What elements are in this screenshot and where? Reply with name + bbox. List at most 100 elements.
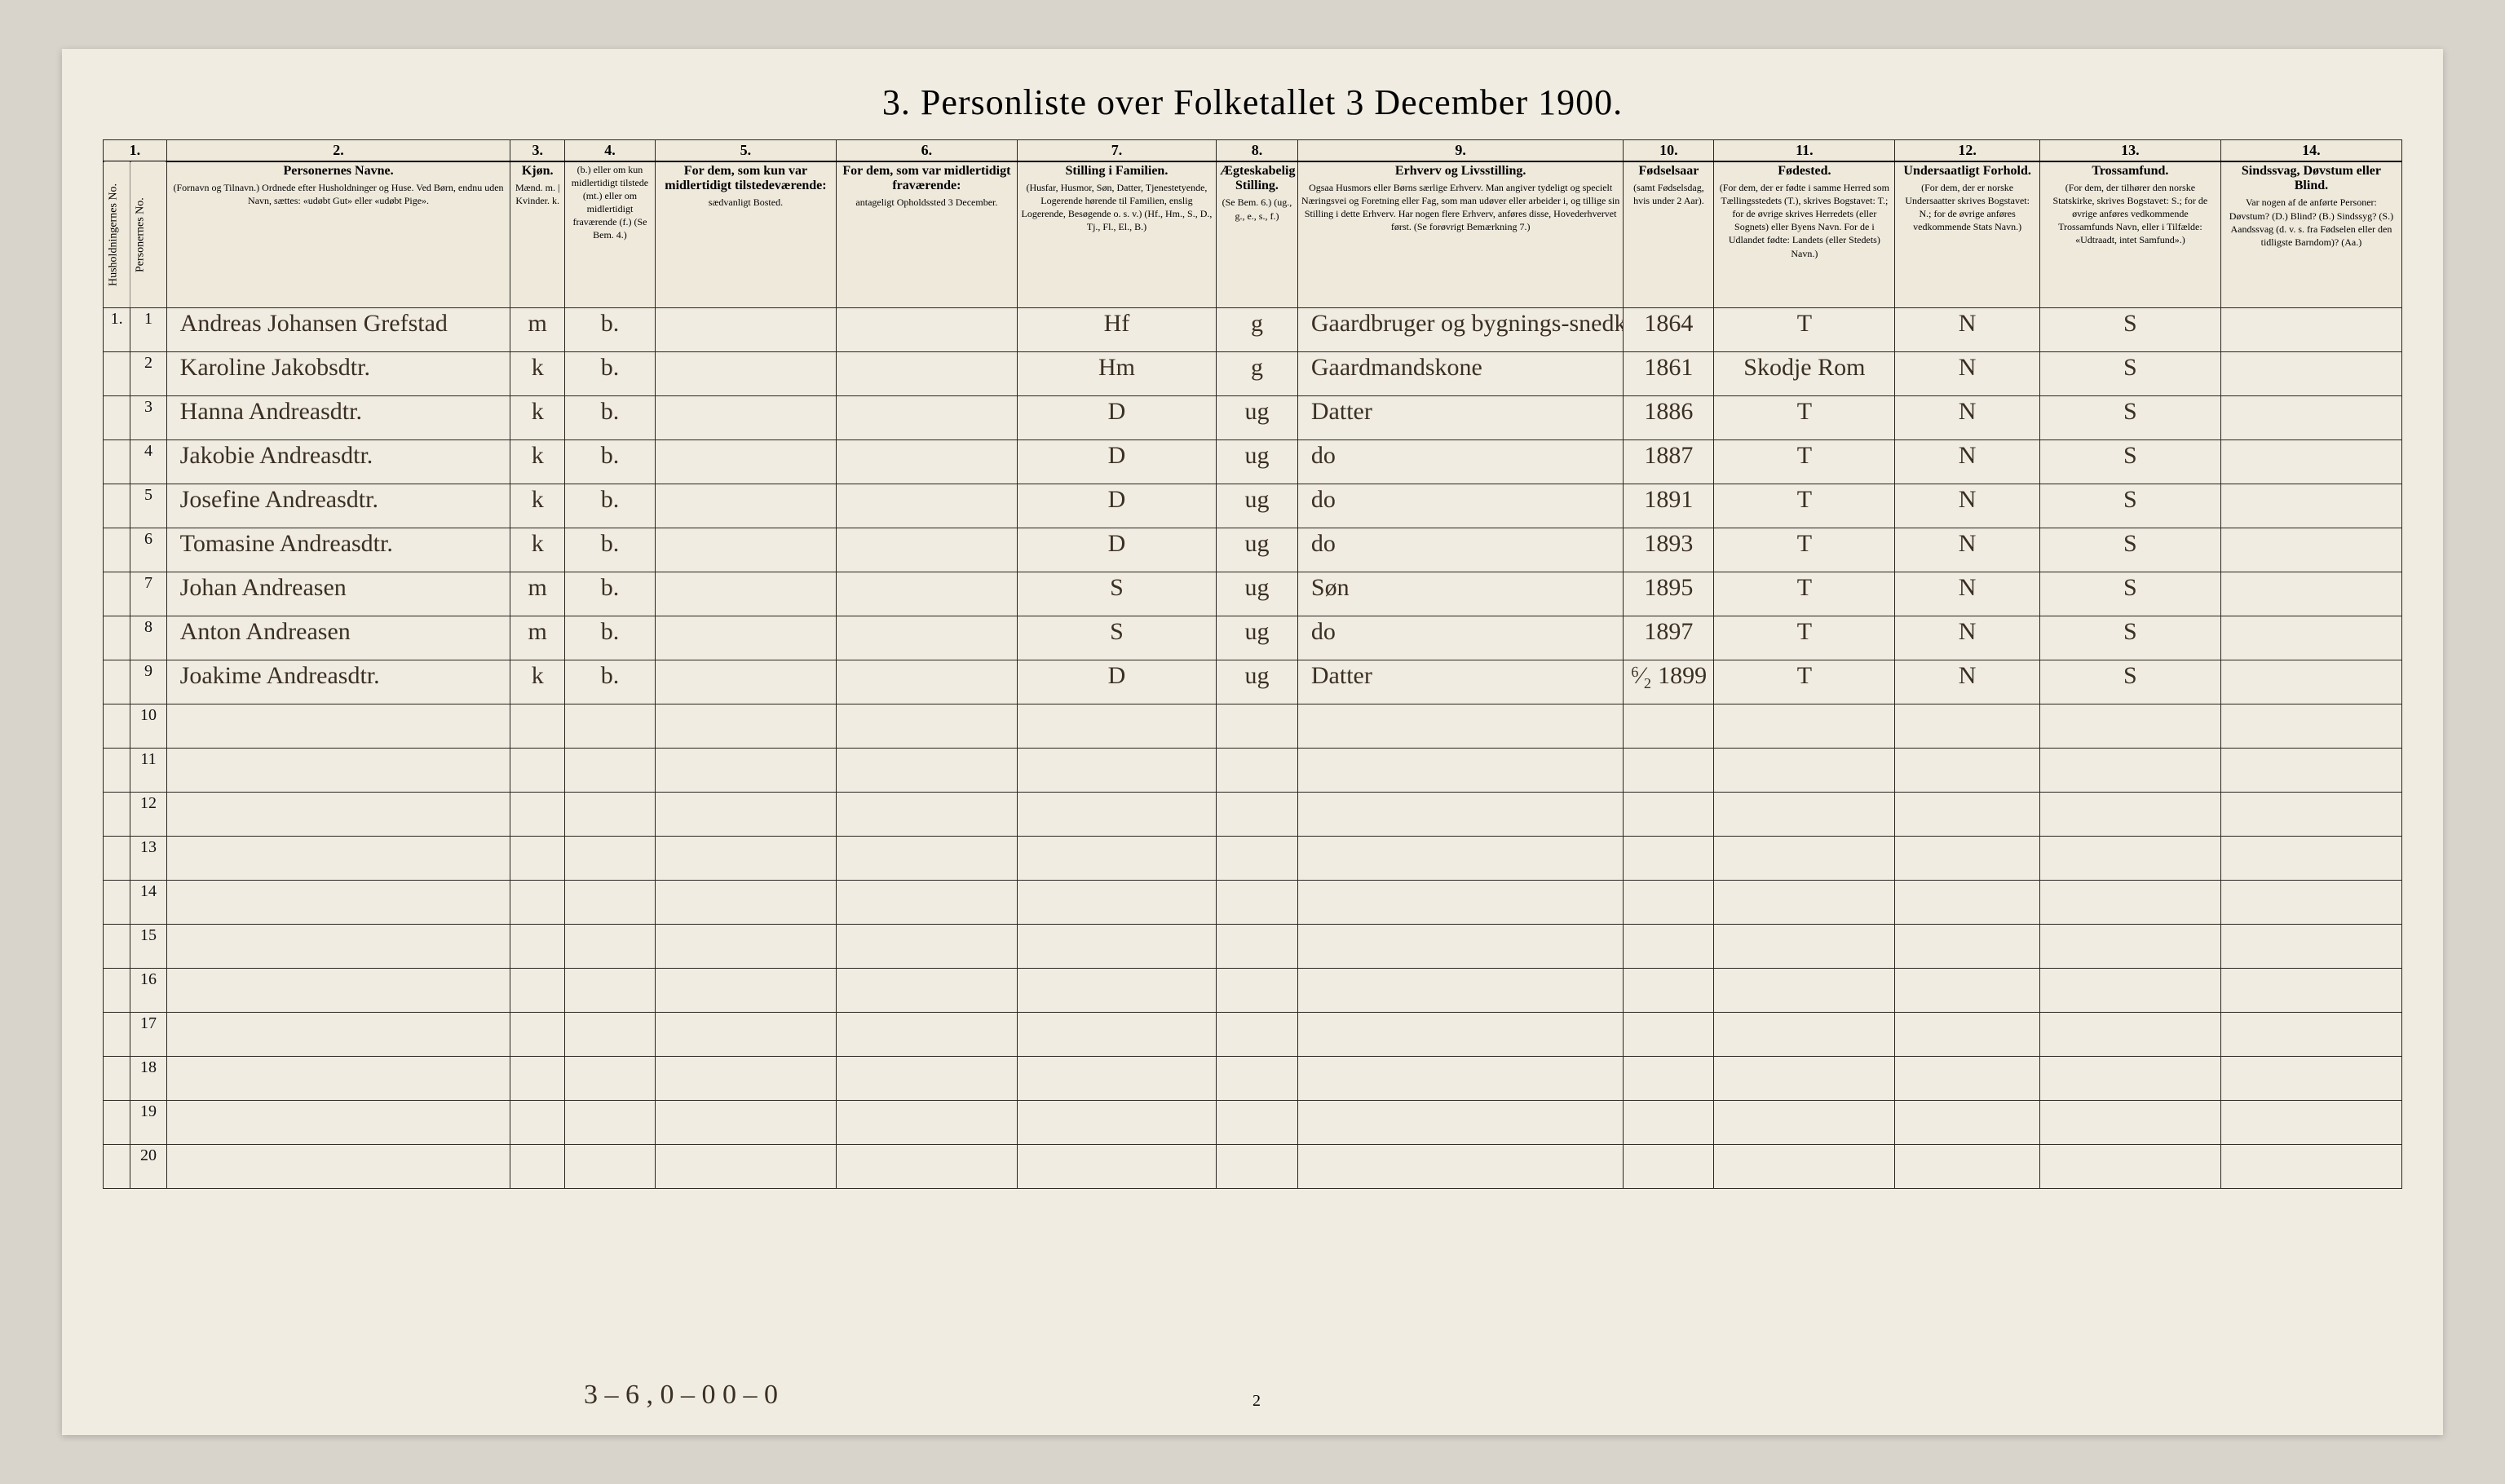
cell-c9: Gaardmandskone — [1297, 352, 1624, 396]
cell-c6 — [836, 572, 1017, 616]
col-pn: Personernes No. — [130, 161, 166, 308]
cell-hh — [104, 396, 130, 440]
cell-hh — [104, 881, 130, 925]
cell-pn: 7 — [130, 572, 166, 616]
census-sheet: 3. Personliste over Folketallet 3 Decemb… — [62, 49, 2443, 1435]
cell-c10: 1891 — [1624, 484, 1714, 528]
cell-c9: do — [1297, 440, 1624, 484]
cell-name: Tomasine Andreasdtr. — [166, 528, 510, 572]
cell-c5 — [655, 528, 836, 572]
cell-c7: D — [1017, 396, 1216, 440]
cell-bosat: b. — [564, 484, 655, 528]
cell-c5 — [655, 352, 836, 396]
cell-c6 — [836, 308, 1017, 352]
cell-pn: 3 — [130, 396, 166, 440]
col-8: Ægteskabelig Stilling.(Se Bem. 6.) (ug.,… — [1217, 161, 1298, 308]
cell-c13: S — [2039, 660, 2220, 704]
cell-hh — [104, 704, 130, 749]
cell-hh — [104, 528, 130, 572]
table-row: 5Josefine Andreasdtr.kb.Dugdo1891TNS — [104, 484, 2402, 528]
colnum-14: 14. — [2220, 140, 2401, 161]
cell-c11: T — [1714, 396, 1895, 440]
cell-pn: 19 — [130, 1101, 166, 1145]
col-6: For dem, som var midlertidigt fraværende… — [836, 161, 1017, 308]
cell-pn: 6 — [130, 528, 166, 572]
cell-c8: ug — [1217, 528, 1298, 572]
cell-kjon: m — [510, 308, 565, 352]
cell-c8: ug — [1217, 572, 1298, 616]
cell-hh — [104, 352, 130, 396]
cell-c14 — [2220, 572, 2401, 616]
cell-c14 — [2220, 440, 2401, 484]
col-name: Personernes Navne.(Fornavn og Tilnavn.) … — [166, 161, 510, 308]
cell-hh — [104, 484, 130, 528]
cell-c10: 1893 — [1624, 528, 1714, 572]
table-row-empty: 11 — [104, 749, 2402, 793]
cell-hh — [104, 1145, 130, 1189]
table-row-empty: 12 — [104, 793, 2402, 837]
cell-c11: T — [1714, 528, 1895, 572]
col-14: Sindssvag, Døvstum eller Blind.Var nogen… — [2220, 161, 2401, 308]
cell-c6 — [836, 616, 1017, 660]
cell-bosat: b. — [564, 572, 655, 616]
cell-pn: 16 — [130, 969, 166, 1013]
cell-name: Joakime Andreasdtr. — [166, 660, 510, 704]
cell-pn: 13 — [130, 837, 166, 881]
cell-c5 — [655, 396, 836, 440]
cell-c8: g — [1217, 352, 1298, 396]
table-row-empty: 10 — [104, 704, 2402, 749]
cell-hh — [104, 749, 130, 793]
cell-c14 — [2220, 308, 2401, 352]
cell-c12: N — [1895, 572, 2040, 616]
col-11: Fødested.(For dem, der er fødte i samme … — [1714, 161, 1895, 308]
cell-c12: N — [1895, 616, 2040, 660]
cell-kjon: k — [510, 528, 565, 572]
cell-c14 — [2220, 396, 2401, 440]
cell-bosat: b. — [564, 396, 655, 440]
cell-bosat: b. — [564, 660, 655, 704]
cell-pn: 10 — [130, 704, 166, 749]
colnum-2: 2. — [166, 140, 510, 161]
cell-hh — [104, 660, 130, 704]
cell-hh — [104, 440, 130, 484]
page-title: 3. Personliste over Folketallet 3 Decemb… — [103, 82, 2402, 123]
cell-c13: S — [2039, 572, 2220, 616]
cell-c9: do — [1297, 616, 1624, 660]
cell-hh — [104, 616, 130, 660]
cell-bosat: b. — [564, 528, 655, 572]
cell-c6 — [836, 484, 1017, 528]
table-row: 3Hanna Andreasdtr.kb.DugDatter1886TNS — [104, 396, 2402, 440]
col-10: Fødselsaar(samt Fødselsdag, hvis under 2… — [1624, 161, 1714, 308]
cell-c7: S — [1017, 572, 1216, 616]
table-row-empty: 17 — [104, 1013, 2402, 1057]
cell-pn: 4 — [130, 440, 166, 484]
cell-name: Josefine Andreasdtr. — [166, 484, 510, 528]
cell-pn: 18 — [130, 1057, 166, 1101]
cell-bosat: b. — [564, 440, 655, 484]
census-table: 1. 2. 3. 4. 5. 6. 7. 8. 9. 10. 11. 12. 1… — [103, 139, 2402, 1189]
colnum-12: 12. — [1895, 140, 2040, 161]
cell-c5 — [655, 440, 836, 484]
cell-c14 — [2220, 616, 2401, 660]
col-bosat: (b.) eller om kun midlertidigt tilstede … — [564, 161, 655, 308]
table-row-empty: 14 — [104, 881, 2402, 925]
cell-c5 — [655, 616, 836, 660]
cell-name: Hanna Andreasdtr. — [166, 396, 510, 440]
cell-c11: T — [1714, 572, 1895, 616]
cell-c11: T — [1714, 308, 1895, 352]
table-row-empty: 19 — [104, 1101, 2402, 1145]
cell-pn: 11 — [130, 749, 166, 793]
colnum-4: 4. — [564, 140, 655, 161]
cell-name: Andreas Johansen Grefstad — [166, 308, 510, 352]
cell-c9: Søn — [1297, 572, 1624, 616]
col-5: For dem, som kun var midlertidigt tilste… — [655, 161, 836, 308]
cell-pn: 1 — [130, 308, 166, 352]
cell-c10: ⁶⁄₂ 1899 — [1624, 660, 1714, 704]
table-row-empty: 16 — [104, 969, 2402, 1013]
cell-c12: N — [1895, 660, 2040, 704]
colnum-3: 3. — [510, 140, 565, 161]
cell-c13: S — [2039, 616, 2220, 660]
cell-c13: S — [2039, 308, 2220, 352]
cell-c14 — [2220, 528, 2401, 572]
column-header-row: Husholdningernes No. Personernes No. Per… — [104, 161, 2402, 308]
